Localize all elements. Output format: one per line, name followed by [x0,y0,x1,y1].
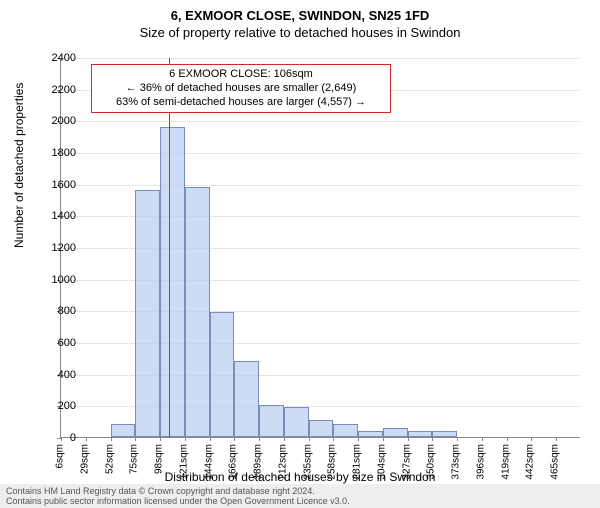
histogram-bar [135,190,160,437]
histogram-bar [234,361,259,437]
page-subtitle: Size of property relative to detached ho… [0,25,600,40]
xtick-label: 396sqm [475,444,486,480]
ytick-label: 1800 [36,147,76,159]
histogram-bar [111,424,136,437]
histogram-bar [185,187,210,437]
ytick-label: 200 [36,400,76,412]
gridline [61,153,580,154]
xtick-mark [482,437,483,441]
gridline [61,58,580,59]
xtick-label: 419sqm [500,444,511,480]
y-axis-label: Number of detached properties [12,83,26,248]
xtick-label: 350sqm [426,444,437,480]
ytick-label: 0 [36,432,76,444]
ytick-label: 1200 [36,242,76,254]
ytick-label: 1400 [36,210,76,222]
gridline [61,185,580,186]
xtick-label: 442sqm [525,444,536,480]
xtick-mark [185,437,186,441]
xtick-label: 258sqm [327,444,338,480]
xtick-mark [507,437,508,441]
ytick-label: 2200 [36,84,76,96]
xtick-mark [432,437,433,441]
xtick-label: 75sqm [129,444,140,474]
xtick-label: 121sqm [178,444,189,480]
xtick-mark [160,437,161,441]
xtick-mark [556,437,557,441]
xtick-mark [531,437,532,441]
ytick-label: 2000 [36,115,76,127]
xtick-mark [358,437,359,441]
xtick-mark [86,437,87,441]
annotation-line: ← 36% of detached houses are smaller (2,… [98,82,384,96]
xtick-label: 212sqm [277,444,288,480]
histogram-bar [309,420,334,437]
xtick-label: 144sqm [203,444,214,480]
xtick-label: 373sqm [451,444,462,480]
histogram-bar [284,407,309,437]
histogram-bar [210,312,235,437]
ytick-label: 1600 [36,179,76,191]
gridline [61,121,580,122]
ytick-label: 2400 [36,52,76,64]
ytick-label: 600 [36,337,76,349]
xtick-label: 304sqm [376,444,387,480]
ytick-label: 1000 [36,274,76,286]
xtick-label: 189sqm [253,444,264,480]
xtick-mark [259,437,260,441]
footer-line-1: Contains HM Land Registry data © Crown c… [6,486,594,496]
ytick-label: 800 [36,305,76,317]
histogram-bar [408,431,433,437]
xtick-label: 6sqm [55,444,66,468]
xtick-label: 327sqm [401,444,412,480]
annotation-line: 63% of semi-detached houses are larger (… [98,96,384,110]
marker-line [169,58,170,437]
annotation-box: 6 EXMOOR CLOSE: 106sqm← 36% of detached … [91,64,391,113]
histogram-bar [160,127,185,437]
page-title: 6, EXMOOR CLOSE, SWINDON, SN25 1FD [0,8,600,23]
xtick-mark [383,437,384,441]
xtick-mark [284,437,285,441]
histogram-bar [259,405,284,437]
xtick-label: 98sqm [154,444,165,474]
histogram-bar [383,428,408,438]
chart-area: 6 EXMOOR CLOSE: 106sqm← 36% of detached … [60,58,580,438]
xtick-label: 465sqm [550,444,561,480]
plot-region: 6 EXMOOR CLOSE: 106sqm← 36% of detached … [60,58,580,438]
xtick-label: 281sqm [352,444,363,480]
histogram-bar [333,424,358,437]
xtick-label: 29sqm [79,444,90,474]
ytick-label: 400 [36,369,76,381]
histogram-bar [358,431,383,437]
annotation-line: 6 EXMOOR CLOSE: 106sqm [98,68,384,82]
footer: Contains HM Land Registry data © Crown c… [0,484,600,508]
xtick-mark [111,437,112,441]
footer-line-2: Contains public sector information licen… [6,496,594,506]
xtick-mark [457,437,458,441]
xtick-label: 166sqm [228,444,239,480]
xtick-label: 235sqm [302,444,313,480]
xtick-mark [309,437,310,441]
xtick-mark [234,437,235,441]
xtick-mark [135,437,136,441]
xtick-mark [333,437,334,441]
xtick-mark [210,437,211,441]
xtick-label: 52sqm [104,444,115,474]
xtick-mark [408,437,409,441]
histogram-bar [432,431,457,437]
